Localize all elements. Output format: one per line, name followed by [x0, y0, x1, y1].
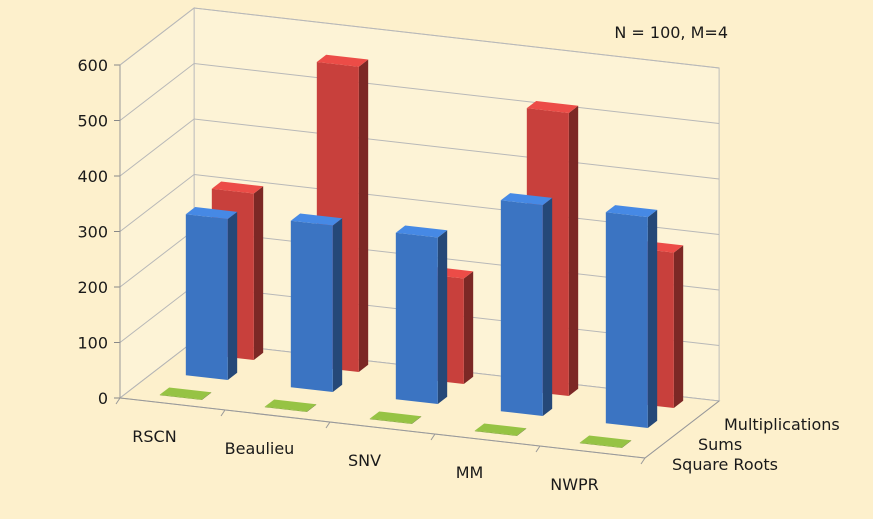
gridline: [119, 7, 720, 69]
bar-front: [369, 418, 412, 424]
bar-front: [579, 442, 622, 448]
bar-front: [264, 406, 307, 412]
series-label: Multiplications: [724, 415, 840, 434]
bar: [395, 225, 448, 404]
x-tick-label: NWPR: [550, 475, 599, 494]
chart-annotation: N = 100, M=4: [614, 23, 728, 42]
bar-side: [437, 230, 448, 404]
bar-top: [500, 193, 553, 206]
bar-top: [605, 205, 658, 218]
bar-top: [264, 399, 317, 412]
bar-side: [306, 404, 317, 412]
bar-side: [542, 197, 553, 416]
bar-front: [474, 430, 517, 436]
bar-side: [463, 271, 474, 384]
bar-top: [395, 225, 448, 238]
bar-side: [647, 209, 658, 428]
series-axis-line: [644, 400, 720, 459]
bar-side: [516, 428, 527, 436]
x-axis-line: [119, 397, 646, 459]
y-tick-label: 200: [77, 278, 108, 297]
bar-top: [526, 100, 579, 113]
y-tick-label: 300: [77, 223, 108, 242]
series-label: Sums: [698, 435, 742, 454]
y-tick-label: 100: [77, 334, 108, 353]
bar: [579, 435, 632, 448]
bar: [500, 193, 553, 416]
bar-front: [290, 220, 333, 392]
bar-side: [253, 186, 264, 360]
x-tick-mark: [640, 457, 646, 465]
bar-top: [579, 435, 632, 448]
y-tick-label: 600: [77, 56, 108, 75]
bar: [369, 411, 422, 424]
bar-side: [621, 440, 632, 448]
x-tick-mark: [325, 421, 331, 429]
bar-top: [369, 411, 422, 424]
bar-side: [358, 59, 369, 373]
x-axis: RSCN Beaulieu SNV MM NWPR: [115, 397, 646, 494]
bar-top: [290, 213, 343, 226]
bar-side: [411, 416, 422, 424]
bar: [185, 207, 238, 380]
y-tick-label: 400: [77, 167, 108, 186]
bar-side: [201, 392, 212, 400]
x-tick-label: SNV: [348, 451, 381, 470]
x-tick-mark: [535, 445, 541, 453]
bar-front: [159, 394, 202, 400]
bar-side: [332, 218, 343, 392]
bar-side: [568, 105, 579, 396]
bar-front: [185, 214, 228, 380]
bar-top: [211, 181, 264, 194]
series-label: Square Roots: [672, 455, 778, 474]
bar: [605, 205, 658, 428]
x-tick-label: Beaulieu: [225, 439, 295, 458]
y-tick-label: 0: [98, 389, 108, 408]
bar-top: [185, 207, 238, 220]
bar-top: [474, 423, 527, 436]
y-axis: 0 100 200 300 400 500 600: [77, 56, 121, 408]
x-tick-label: RSCN: [132, 427, 176, 446]
x-tick-label: MM: [456, 463, 484, 482]
bar-front: [500, 200, 543, 416]
bar-front: [395, 232, 438, 404]
bar-front: [605, 212, 648, 428]
bar-top: [316, 54, 369, 67]
bars: [159, 54, 684, 448]
bar: [290, 213, 343, 392]
bar-top: [159, 387, 212, 400]
bar: [264, 399, 317, 412]
y-tick-label: 500: [77, 112, 108, 131]
x-tick-mark: [430, 433, 436, 441]
bar: [474, 423, 527, 436]
x-tick-mark: [220, 409, 226, 417]
bar-side: [673, 245, 684, 408]
bar-side: [227, 211, 238, 380]
x-tick-mark: [115, 397, 121, 405]
bar: [159, 387, 212, 400]
